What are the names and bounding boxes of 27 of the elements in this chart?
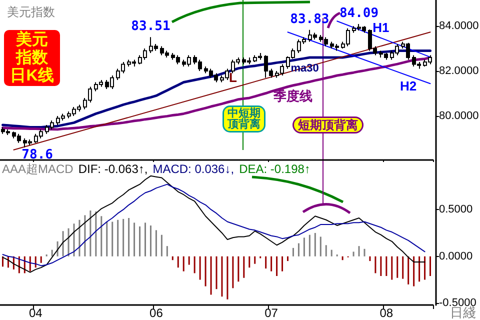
annotation: 美元指数日K线	[10, 30, 54, 84]
annotation: AAA超MACD	[2, 162, 74, 176]
annotation: 短期顶背离	[297, 118, 358, 132]
y-tick-label: 82.0000	[439, 65, 479, 78]
y-tick-label: 84.0000	[439, 20, 479, 32]
annotation: 83.83	[290, 12, 330, 27]
x-tick-label: 04	[28, 306, 43, 320]
annotation: DIF: -0.063↑,	[78, 162, 148, 176]
annotation: MACD: 0.036↓,	[152, 162, 234, 176]
series-label: L	[228, 70, 237, 85]
x-tick-label: 08	[380, 306, 394, 320]
y-tick-label: 80.0000	[439, 110, 479, 122]
annotation: DEA: -0.198↑	[239, 162, 310, 176]
annotation: 84.09	[339, 6, 379, 22]
x-tick-label: 07	[264, 306, 278, 320]
line-series	[2, 175, 426, 273]
y-tick-label: 0.0000	[439, 250, 473, 262]
series-label: 季度线	[272, 88, 313, 104]
series-label: H1	[372, 20, 390, 35]
line-series	[2, 184, 426, 266]
x-tick-label: 06	[150, 306, 164, 320]
annotation: 78.6	[22, 147, 54, 162]
annotation: 中短期顶背离	[226, 106, 260, 130]
chart-title: 美元指数	[7, 5, 55, 19]
series-label: H2	[400, 78, 417, 94]
annotation: 83.51	[131, 19, 170, 34]
y-tick-label: 0.5000	[439, 204, 473, 216]
